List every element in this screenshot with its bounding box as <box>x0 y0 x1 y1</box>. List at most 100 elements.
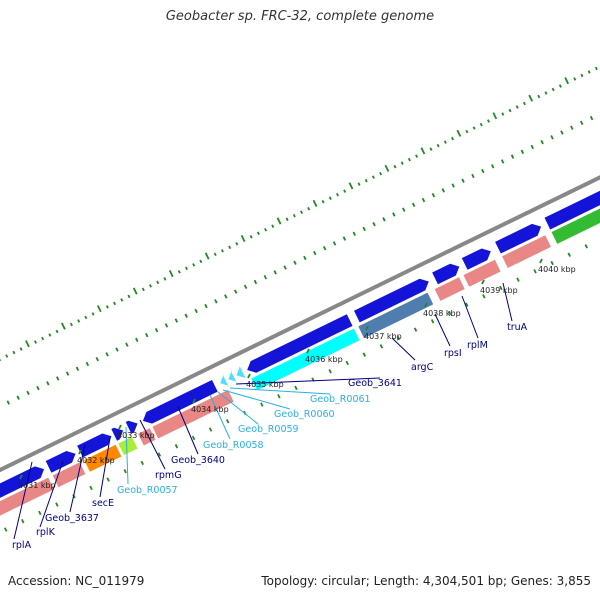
outer-tick <box>235 242 239 246</box>
middle-tick <box>461 178 465 183</box>
gene-label[interactable]: Geob_R0061 <box>310 394 371 405</box>
middle-tick <box>560 130 564 135</box>
outer-tick <box>420 147 426 155</box>
backbone-line <box>0 175 600 473</box>
gene-label[interactable]: Geob_3637 <box>45 513 99 524</box>
middle-tick <box>224 294 228 299</box>
outer-tick <box>451 136 454 141</box>
outer-tick <box>393 164 397 169</box>
gene-label[interactable]: Geob_3641 <box>348 378 402 389</box>
middle-tick <box>115 347 119 352</box>
outer-tick <box>168 270 174 278</box>
inner-tick <box>465 302 469 307</box>
kbp-tick <box>19 474 23 480</box>
middle-tick <box>411 202 416 208</box>
gene-label[interactable]: rplK <box>36 527 56 538</box>
inner-tick <box>277 394 281 399</box>
middle-tick <box>6 400 10 405</box>
middle-tick <box>46 381 50 386</box>
gene-feature <box>111 427 124 441</box>
inner-tick <box>345 360 349 366</box>
middle-tick <box>253 279 258 285</box>
outer-tick <box>384 164 390 172</box>
middle-tick <box>530 144 534 150</box>
accession-text: Accession: NC_011979 <box>8 574 145 588</box>
gene-label[interactable]: rplM <box>467 340 488 351</box>
middle-tick <box>125 342 129 347</box>
middle-tick <box>313 250 317 256</box>
outer-tick <box>199 259 203 264</box>
gene-label[interactable]: rplA <box>12 540 32 551</box>
label-connector <box>434 313 451 347</box>
kbp-label: 4033 kbp <box>117 431 155 440</box>
middle-tick <box>233 289 238 294</box>
gene-feature <box>463 259 501 287</box>
outer-tick <box>594 66 598 71</box>
middle-tick <box>36 385 40 391</box>
gene-label[interactable]: rpsI <box>444 348 462 359</box>
kbp-label: 4038 kbp <box>423 309 461 318</box>
outer-tick <box>580 73 584 78</box>
label-connector <box>99 437 111 498</box>
gene-label[interactable]: Geob_3640 <box>171 455 225 466</box>
gene-label[interactable]: secE <box>92 498 114 509</box>
middle-tick <box>421 197 426 203</box>
inner-tick <box>3 527 8 532</box>
middle-tick <box>520 149 525 154</box>
gene-feature <box>247 314 353 373</box>
inner-tick <box>379 344 384 349</box>
label-connector <box>217 391 259 425</box>
gene-feature <box>461 248 491 270</box>
label-connector <box>461 295 479 339</box>
outer-tick <box>163 277 167 281</box>
inner-tick <box>362 352 366 357</box>
outer-tick <box>456 129 462 137</box>
outer-tick <box>69 322 73 327</box>
kbp-label: 4039 kbp <box>480 286 518 295</box>
outer-tick <box>213 252 217 257</box>
gene-label[interactable]: Geob_R0060 <box>274 409 335 420</box>
middle-tick <box>372 221 376 227</box>
gene-feature <box>52 462 86 488</box>
middle-tick <box>144 332 149 338</box>
middle-tick <box>352 231 356 236</box>
outer-tick <box>228 245 232 250</box>
label-connector <box>222 389 291 410</box>
middle-tick <box>135 337 139 343</box>
gene-label[interactable]: rpmG <box>155 470 182 481</box>
kbp-label: 4032 kbp <box>77 456 115 465</box>
outer-tick <box>336 192 339 197</box>
inner-tick <box>430 319 435 324</box>
middle-tick <box>164 323 169 328</box>
outer-tick <box>400 161 404 165</box>
gene-feature <box>495 223 542 254</box>
gene-label[interactable]: argC <box>411 362 434 373</box>
inner-tick <box>533 269 537 274</box>
outer-tick <box>61 322 66 330</box>
middle-tick <box>510 154 515 159</box>
middle-tick <box>451 183 455 188</box>
gene-label[interactable]: Geob_R0057 <box>117 485 178 496</box>
outer-tick <box>300 210 303 214</box>
gene-label[interactable]: Geob_R0058 <box>203 440 264 451</box>
middle-tick <box>540 139 544 145</box>
outer-tick <box>141 287 145 292</box>
outer-tick <box>429 147 433 151</box>
middle-tick <box>204 303 208 309</box>
middle-tick <box>95 356 99 362</box>
label-connector <box>209 394 231 440</box>
outer-tick <box>312 199 318 207</box>
outer-tick <box>55 329 59 334</box>
gene-label[interactable]: Geob_R0059 <box>238 424 299 435</box>
gene-feature <box>502 235 551 268</box>
outer-tick <box>177 270 181 274</box>
kbp-tick <box>424 302 428 308</box>
outer-tick <box>587 70 591 74</box>
kbp-tick <box>247 373 251 379</box>
middle-tick <box>342 236 347 241</box>
inner-tick <box>413 327 418 332</box>
gene-feature <box>251 328 360 391</box>
gene-label[interactable]: truA <box>507 322 528 333</box>
outer-tick <box>515 105 519 109</box>
